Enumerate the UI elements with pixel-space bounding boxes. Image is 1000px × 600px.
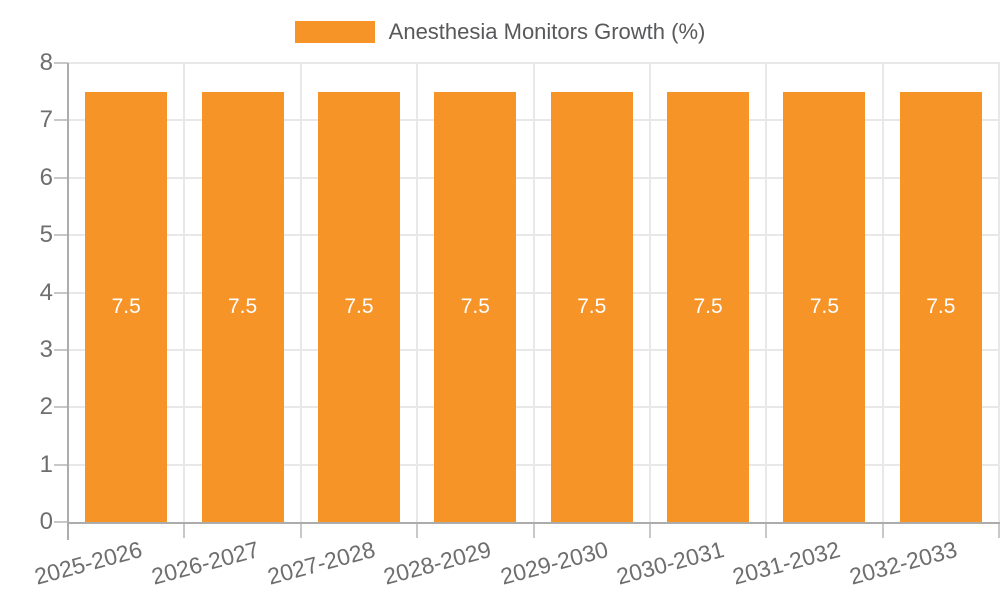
bar-value-label: 7.5 — [344, 294, 374, 318]
bar: 7.5 — [434, 91, 517, 522]
x-axis-tick — [532, 522, 535, 538]
y-tick-label: 7 — [39, 106, 53, 134]
bar-value-label: 7.5 — [227, 294, 258, 318]
v-gridline — [532, 63, 535, 522]
y-axis-tick — [54, 521, 68, 523]
y-axis — [67, 63, 69, 540]
y-axis-tick — [54, 176, 68, 179]
y-axis-tick — [54, 463, 68, 466]
x-axis-tick — [299, 522, 302, 538]
bar: 7.5 — [550, 91, 633, 522]
legend-swatch — [294, 21, 375, 43]
bar-value-label: 7.5 — [111, 294, 141, 318]
y-tick-label: 0 — [39, 508, 53, 535]
y-tick-label: 1 — [39, 450, 53, 478]
y-axis-tick — [54, 119, 68, 122]
y-axis-tick — [54, 348, 68, 351]
bar-value-label: 7.5 — [460, 294, 490, 318]
y-tick-label: 6 — [39, 163, 53, 191]
v-gridline — [881, 63, 884, 522]
x-axis-tick — [416, 522, 419, 538]
bar-value-label: 7.5 — [926, 294, 956, 318]
bar: 7.5 — [317, 91, 400, 522]
legend-label: Anesthesia Monitors Growth (%) — [388, 19, 706, 44]
x-axis-tick — [998, 522, 1000, 538]
v-gridline — [648, 63, 651, 522]
bar-value-label: 7.5 — [809, 294, 840, 318]
y-axis-tick — [54, 234, 68, 237]
bar: 7.5 — [85, 91, 168, 522]
x-tick-label: 2032-2033 — [846, 536, 960, 590]
y-axis-tick — [54, 406, 68, 409]
x-tick-label: 2026-2027 — [148, 536, 262, 590]
v-gridline — [998, 63, 1000, 522]
x-axis — [68, 522, 1000, 524]
x-tick-label: 2027-2028 — [264, 536, 378, 590]
y-tick-label: 4 — [39, 278, 53, 306]
y-tick-label: 8 — [39, 49, 53, 76]
y-tick-label: 5 — [39, 221, 53, 249]
bar-value-label: 7.5 — [577, 294, 607, 318]
v-gridline — [183, 63, 186, 522]
v-gridline — [299, 63, 302, 522]
y-axis-tick — [54, 291, 68, 294]
x-tick-label: 2031-2032 — [730, 536, 844, 590]
v-gridline — [416, 63, 419, 522]
x-axis-tick — [765, 522, 768, 538]
x-axis-tick — [881, 522, 884, 538]
x-axis-tick — [183, 522, 186, 538]
y-tick-label: 2 — [39, 393, 53, 421]
bar: 7.5 — [667, 91, 750, 522]
x-tick-label: 2030-2031 — [613, 536, 727, 590]
bar: 7.5 — [201, 91, 284, 522]
bar: 7.5 — [783, 91, 866, 522]
x-axis-tick — [648, 522, 651, 538]
bar-value-label: 7.5 — [693, 294, 723, 318]
x-tick-label: 2029-2030 — [497, 536, 611, 590]
bar: 7.5 — [899, 91, 982, 522]
x-tick-label: 2025-2026 — [31, 536, 145, 590]
y-tick-label: 3 — [39, 335, 53, 363]
chart-legend[interactable]: Anesthesia Monitors Growth (%) — [0, 16, 1000, 48]
v-gridline — [765, 63, 768, 522]
x-tick-label: 2028-2029 — [381, 536, 495, 590]
y-axis-tick — [54, 62, 68, 64]
